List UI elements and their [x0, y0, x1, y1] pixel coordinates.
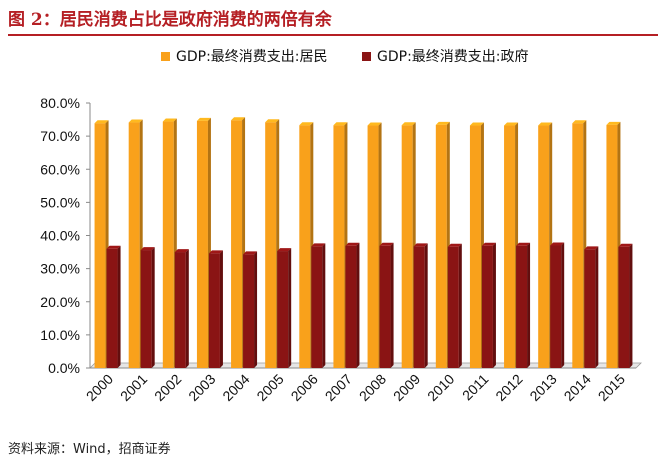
y-tick-label: 50.0%	[40, 194, 80, 210]
x-tick-label: 2003	[185, 371, 218, 404]
y-tick-label: 70.0%	[40, 128, 80, 144]
x-tick-label: 2008	[356, 371, 389, 404]
y-tick-label: 0.0%	[48, 360, 80, 376]
x-tick-label: 2010	[424, 371, 457, 404]
x-tick-label: 2002	[151, 371, 184, 404]
x-tick-label: 2000	[83, 371, 116, 404]
bar-household	[538, 122, 553, 369]
x-tick-label: 2011	[459, 371, 492, 404]
bar-government	[413, 243, 428, 368]
bar-government	[447, 243, 462, 368]
x-tick-label: 2005	[253, 371, 286, 404]
x-tick-label: 2015	[595, 371, 628, 404]
source-note: 资料来源：Wind，招商证券	[8, 442, 171, 457]
x-tick-label: 2006	[288, 371, 321, 404]
legend-label: GDP:最终消费支出:居民	[176, 49, 328, 65]
bar-household	[196, 117, 211, 368]
legend-item-government: GDP:最终消费支出:政府	[362, 49, 529, 65]
legend: GDP:最终消费支出:居民 GDP:最终消费支出:政府	[161, 49, 529, 65]
plot-area: 0.0% 10.0% 20.0% 30.0% 40.0% 50.0% 60.0% 70.0% 8…	[40, 95, 642, 404]
bar-household	[435, 121, 450, 368]
bar-government	[516, 242, 531, 368]
bar-government	[584, 246, 599, 368]
bar-household	[231, 117, 246, 368]
legend-swatch	[362, 52, 371, 61]
bar-government	[311, 243, 326, 368]
bar-government	[243, 251, 258, 368]
x-tick-label: 2013	[526, 371, 559, 404]
bar-household	[265, 119, 280, 369]
bar-household	[94, 120, 109, 368]
x-tick-label: 2014	[561, 371, 594, 404]
bar-government	[277, 248, 292, 368]
title-rule	[8, 34, 658, 36]
legend-label: GDP:最终消费支出:政府	[377, 49, 529, 65]
x-tick-label: 2012	[492, 371, 525, 404]
bar-government	[618, 243, 633, 368]
y-tick-label: 60.0%	[40, 161, 80, 177]
bar-household	[606, 121, 621, 368]
bar-household	[162, 118, 177, 368]
bar-government	[379, 242, 394, 368]
bar-government	[208, 250, 223, 368]
legend-item-household: GDP:最终消费支出:居民	[161, 49, 328, 65]
bar-government	[140, 247, 155, 368]
bar-household	[469, 122, 484, 369]
bar-household	[367, 122, 382, 369]
bar-government	[106, 245, 121, 368]
bar-household	[572, 120, 587, 368]
bar-household	[401, 122, 416, 368]
bar-household	[333, 122, 348, 368]
plot-back-wall	[90, 98, 641, 368]
x-tick-label: 2004	[219, 371, 252, 404]
legend-swatch	[161, 52, 170, 61]
y-tick-label: 80.0%	[40, 95, 80, 111]
y-tick-label: 40.0%	[40, 228, 80, 244]
bar-government	[550, 242, 565, 368]
x-tick-label: 2001	[117, 371, 150, 404]
bar-household	[299, 122, 314, 368]
bar-household	[504, 122, 519, 369]
y-tick-label: 10.0%	[40, 327, 80, 343]
y-tick-label: 20.0%	[40, 294, 80, 310]
bar-household	[128, 119, 143, 368]
bar-government	[481, 242, 496, 368]
bar-government	[345, 242, 360, 368]
x-tick-label: 2007	[322, 371, 355, 404]
bar-government	[174, 249, 189, 368]
y-tick-label: 30.0%	[40, 261, 80, 277]
x-tick-label: 2009	[390, 371, 423, 404]
figure-title: 图 2：居民消费占比是政府消费的两倍有余	[8, 10, 332, 30]
